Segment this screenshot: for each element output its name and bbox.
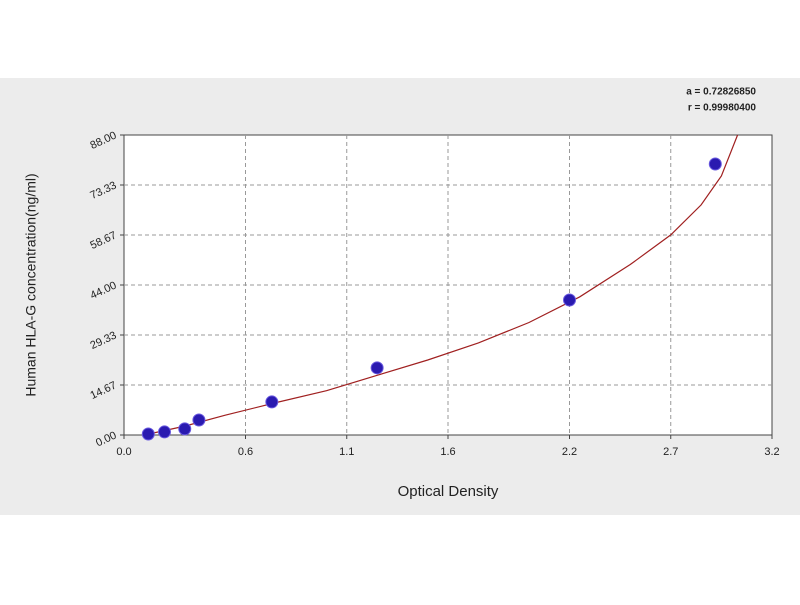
data-point bbox=[265, 395, 279, 409]
x-axis-label: Optical Density bbox=[398, 483, 499, 500]
x-tick-label: 1.6 bbox=[440, 446, 455, 458]
fit-curve bbox=[144, 134, 739, 436]
data-point bbox=[370, 361, 384, 375]
data-point bbox=[178, 422, 192, 436]
x-tick-label: 0.0 bbox=[116, 446, 131, 458]
x-tick-label: 2.2 bbox=[562, 446, 577, 458]
data-point bbox=[708, 157, 722, 171]
x-tick-label: 1.1 bbox=[339, 446, 354, 458]
data-point bbox=[192, 413, 206, 427]
x-tick-label: 0.6 bbox=[238, 446, 253, 458]
x-tick-label: 2.7 bbox=[663, 446, 678, 458]
y-axis-label: Human HLA-G concentration(ng/ml) bbox=[23, 173, 39, 396]
annotation: r = 0.99980400 bbox=[688, 103, 757, 114]
data-point bbox=[141, 427, 155, 441]
data-point bbox=[563, 293, 576, 307]
x-tick-label: 3.2 bbox=[764, 446, 779, 458]
annotation: a = 0.72826850 bbox=[686, 87, 756, 98]
data-point bbox=[158, 425, 171, 439]
